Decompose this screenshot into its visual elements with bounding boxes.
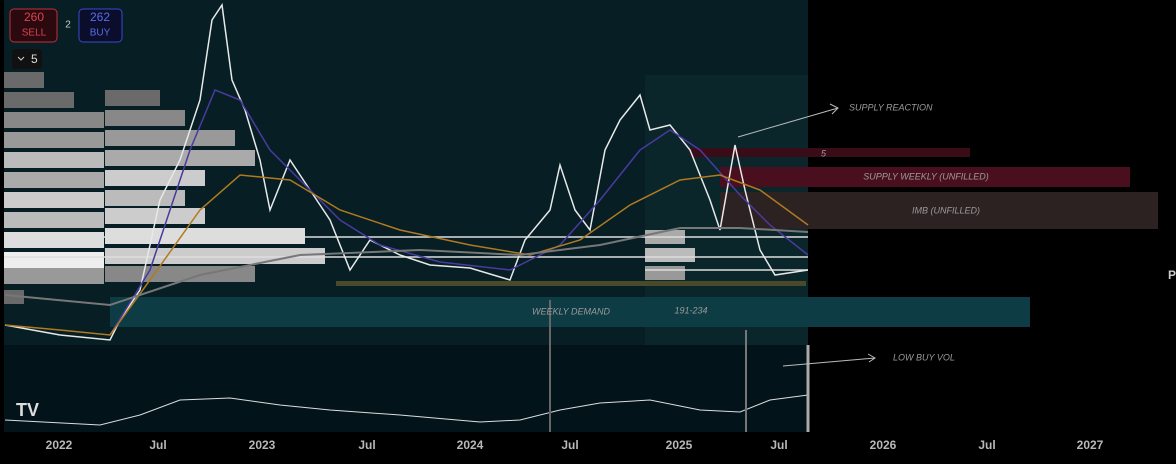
annotation: LOW BUY VOL [893,352,955,362]
time-tick: 2025 [666,438,693,452]
demand-line [336,281,806,286]
time-tick: Jul [770,438,787,452]
buy-label: BUY [90,28,111,39]
annotation: 191-234 [674,305,707,315]
annotation: 5 [821,148,827,158]
supply-weekly-zone [720,167,1130,187]
level-zone [690,148,970,157]
annotation: SUPPLY REACTION [849,102,933,112]
time-tick: 2022 [46,438,73,452]
time-tick: Jul [978,438,995,452]
buy-button[interactable] [78,8,123,43]
interval: 5 [31,52,38,66]
time-tick: Jul [358,438,375,452]
time-tick: Jul [149,438,166,452]
volume-ma [4,394,809,426]
annotation: SUPPLY WEEKLY (UNFILLED) [863,171,989,181]
slow-ma [4,174,809,336]
buy-price: 262 [90,10,110,24]
edge-label: P [1168,268,1176,282]
fast-ma [109,89,809,336]
sell-price: 260 [24,10,44,24]
logo: TV [16,400,39,420]
sell-label: SELL [22,28,47,39]
price-line [4,2,809,341]
time-tick: 2027 [1077,438,1104,452]
imb-zone [720,192,1158,229]
time-tick: 2023 [249,438,276,452]
time-tick: 2026 [870,438,897,452]
annotation: WEEKLY DEMAND [532,306,611,316]
spread: 2 [65,20,71,31]
time-tick: Jul [561,438,578,452]
interval-toggle[interactable] [12,49,42,69]
time-tick: 2024 [457,438,484,452]
sell-button[interactable] [9,8,58,43]
arrows [737,103,876,367]
long-ma [4,227,809,307]
annotation: IMB (UNFILLED) [912,205,980,215]
weekly-demand-zone [110,297,1030,327]
chevron-icon [17,56,25,61]
